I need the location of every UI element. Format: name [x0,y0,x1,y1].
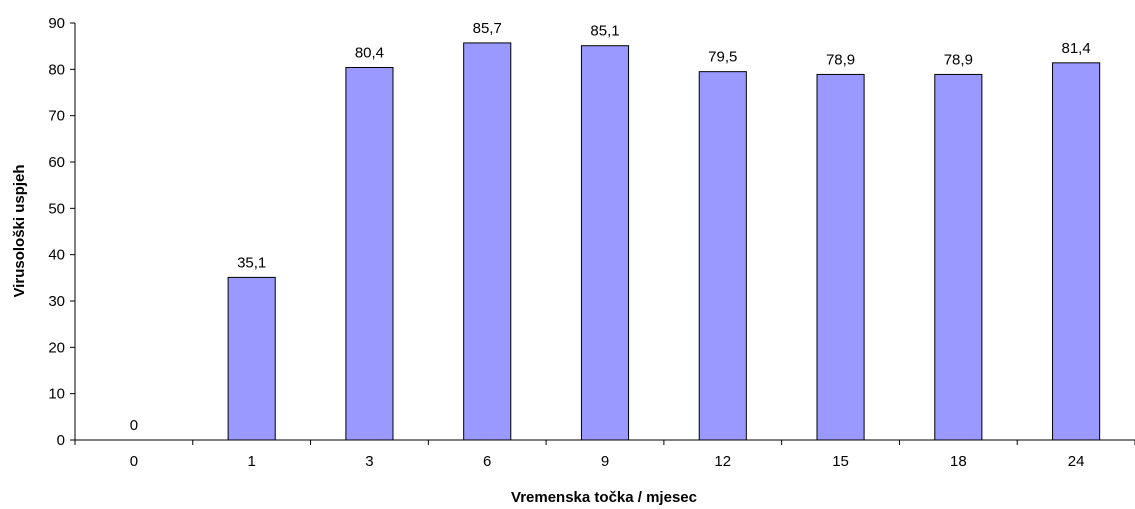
data-labels: 0 35,1 80,4 85,7 85,1 79,5 78,9 78,9 81,4 [130,20,1091,434]
data-label-0: 0 [130,417,138,434]
y-tick-label: 60 [48,154,65,171]
y-tick-label: 30 [48,293,65,310]
x-tick-label: 24 [1068,453,1085,470]
y-tick-label: 90 [48,15,65,32]
x-tick-label: 15 [832,453,849,470]
data-label-6: 85,7 [473,20,502,37]
x-tick-label: 3 [365,453,373,470]
x-axis-title: Vremenska točka / mjesec [511,489,697,506]
x-tick-label: 9 [601,453,609,470]
bar-24 [1052,62,1101,441]
bar-6 [463,42,512,441]
data-label-15: 78,9 [826,51,855,68]
x-axis-ticks: 0 1 3 6 9 12 15 18 24 [74,440,1135,470]
data-label-24: 81,4 [1062,40,1091,57]
data-label-12: 79,5 [708,49,737,66]
data-label-18: 78,9 [944,51,973,68]
y-tick-label: 20 [48,339,65,356]
x-tick-label: 1 [247,453,255,470]
x-tick-label: 6 [483,453,491,470]
y-tick-label: 10 [48,386,65,403]
bar-18 [934,73,983,441]
bar-3 [345,66,394,441]
bar-15 [816,73,865,441]
y-tick-label: 40 [48,247,65,264]
y-axis-ticks: 0 10 20 30 40 50 60 70 80 90 [48,15,75,449]
y-tick-label: 70 [48,108,65,125]
bars [227,42,1101,441]
bar-12 [698,71,747,441]
data-label-3: 80,4 [355,44,384,61]
bar-1 [227,276,276,441]
y-tick-label: 80 [48,61,65,78]
x-tick-label: 18 [950,453,967,470]
y-tick-label: 0 [57,432,65,449]
bar-9 [580,45,630,441]
y-axis-title: Virusološki uspjeh [11,164,28,297]
data-label-1: 35,1 [237,254,266,271]
x-tick-label: 12 [714,453,731,470]
data-label-9: 85,1 [590,23,619,40]
x-tick-label: 0 [130,453,138,470]
y-tick-label: 50 [48,200,65,217]
